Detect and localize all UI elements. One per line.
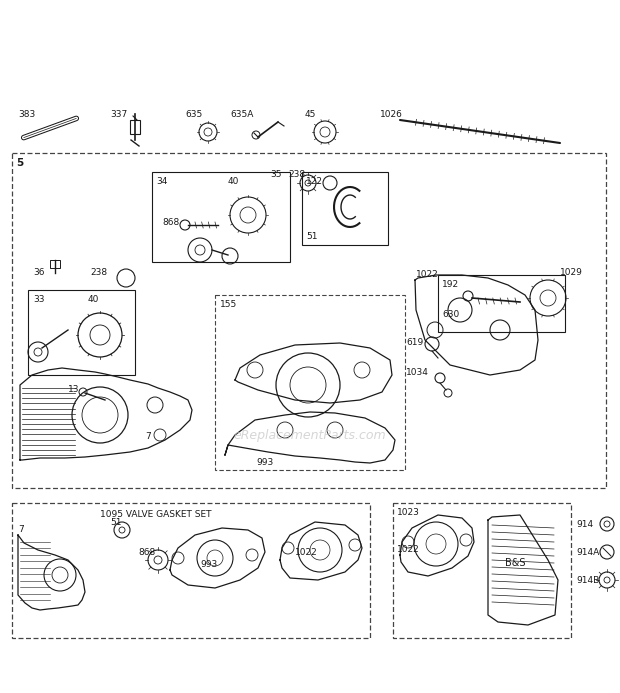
Text: 1029: 1029 [560,268,583,277]
Text: 1022: 1022 [397,545,420,554]
Text: 914: 914 [576,520,593,529]
Bar [302,172,388,245]
Text: B&S: B&S [505,558,526,568]
Text: 51: 51 [306,232,317,241]
Text: 630: 630 [442,310,459,319]
Bar [130,120,140,134]
Text: 7: 7 [145,432,151,441]
Text: 1026: 1026 [380,110,403,119]
Text: 33: 33 [33,295,45,304]
Text: 40: 40 [228,177,239,186]
Text: 1022: 1022 [295,548,317,557]
Text: 51: 51 [110,518,122,527]
Bar [28,290,135,375]
Text: 1022: 1022 [416,270,439,279]
Text: eReplacementParts.com: eReplacementParts.com [234,428,386,441]
Text: 1034: 1034 [406,368,429,377]
Text: 383: 383 [18,110,35,119]
Text: 868: 868 [138,548,155,557]
Text: 635A: 635A [230,110,254,119]
Text: 7: 7 [18,525,24,534]
Bar [50,260,60,268]
Bar [393,503,571,638]
Text: 34: 34 [156,177,167,186]
Text: 5: 5 [16,158,24,168]
Text: 45: 45 [305,110,316,119]
Bar [152,172,290,262]
Text: 35: 35 [270,170,281,179]
Text: 635: 635 [185,110,202,119]
Text: 914A: 914A [576,548,600,557]
Text: 192: 192 [442,280,459,289]
Text: 238: 238 [90,268,107,277]
Text: 1023: 1023 [397,508,420,517]
Text: 993: 993 [200,560,217,569]
Text: 122: 122 [306,177,323,186]
Text: 36: 36 [33,268,45,277]
Text: 868: 868 [162,218,179,227]
Text: 337: 337 [110,110,127,119]
Text: 238: 238 [288,170,305,179]
Bar [12,153,606,488]
Text: 155: 155 [220,300,237,309]
Bar [215,295,405,470]
Text: 1095 VALVE GASKET SET: 1095 VALVE GASKET SET [100,510,211,519]
Bar [12,503,370,638]
Bar [438,275,565,332]
Text: 13: 13 [68,385,79,394]
Text: 914B: 914B [576,576,600,585]
Text: 993: 993 [256,458,273,467]
Text: 40: 40 [88,295,99,304]
Text: 619: 619 [406,338,423,347]
